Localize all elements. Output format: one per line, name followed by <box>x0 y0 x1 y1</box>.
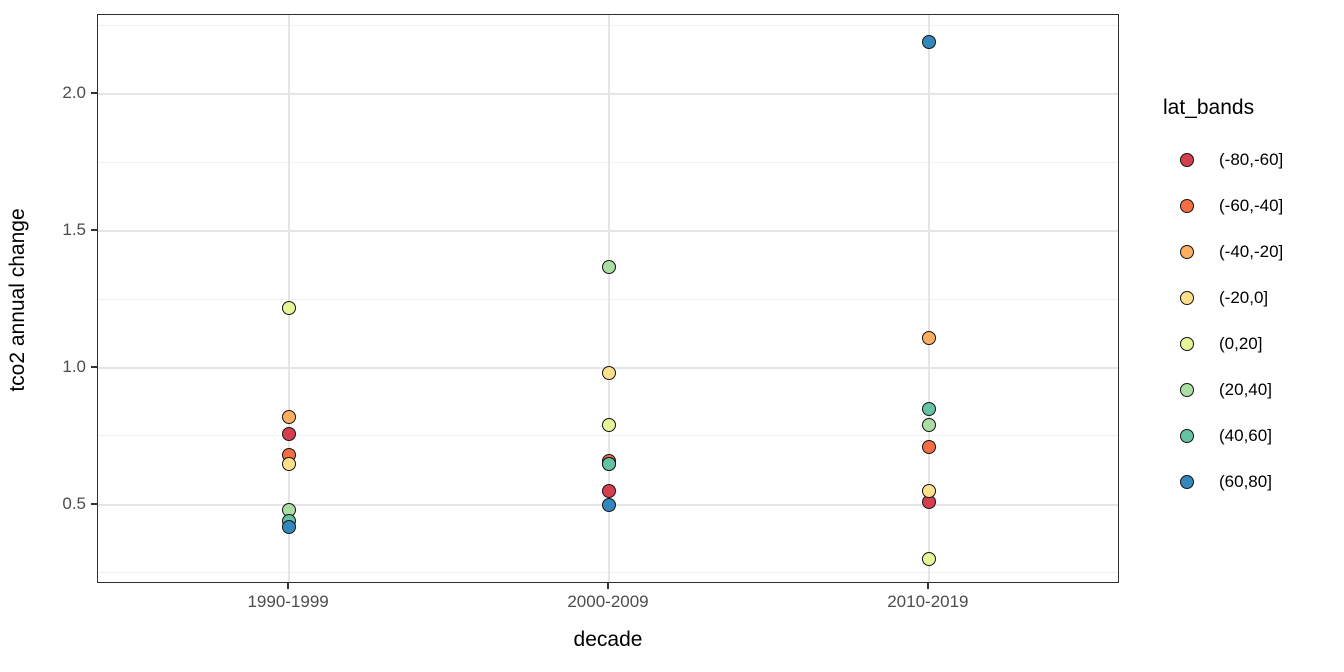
legend-item: (-40,-20] <box>1163 240 1283 264</box>
legend-item: (20,40] <box>1163 378 1272 402</box>
data-point <box>602 456 616 471</box>
legend-title: lat_bands <box>1163 96 1255 119</box>
data-point <box>282 410 297 425</box>
y-axis-tick-label: 2.0 <box>62 83 86 103</box>
legend-item-label: (-60,-40] <box>1219 196 1284 215</box>
data-point <box>921 483 936 498</box>
data-point <box>602 483 616 498</box>
legend-key-icon <box>1180 199 1194 213</box>
data-point <box>921 552 936 567</box>
data-point <box>282 300 297 315</box>
legend-key-icon <box>1180 337 1194 351</box>
legend-item-label: (-40,-20] <box>1219 242 1284 261</box>
data-point <box>602 366 616 381</box>
legend-item-label: (-80,-60] <box>1219 150 1284 169</box>
x-gridline-major <box>927 15 930 582</box>
data-point <box>921 35 936 50</box>
data-point <box>282 426 297 441</box>
y-axis-tick-label: 0.5 <box>62 493 86 513</box>
y-axis-tick-label: 1.0 <box>62 356 86 376</box>
legend-key-icon <box>1180 153 1194 167</box>
legend-item: (-80,-60] <box>1163 148 1283 172</box>
data-point <box>921 418 936 433</box>
data-point <box>602 497 616 512</box>
x-axis-tick <box>287 583 290 589</box>
legend-key-icon <box>1180 383 1194 397</box>
legend-item: (40,60] <box>1163 424 1272 448</box>
x-gridline-major <box>288 15 291 582</box>
data-point <box>282 456 297 471</box>
legend-item-label: (-20,0] <box>1219 288 1269 307</box>
x-axis-tick <box>607 583 609 589</box>
data-point <box>921 330 936 345</box>
legend-item: (-60,-40] <box>1163 194 1283 218</box>
legend-item-label: (60,80] <box>1219 472 1272 491</box>
legend-item: (-20,0] <box>1163 286 1268 310</box>
data-point <box>921 401 936 416</box>
x-axis-title: decade <box>573 628 643 651</box>
x-axis-tick-label: 2010-2019 <box>887 592 969 611</box>
legend-item-label: (40,60] <box>1219 426 1272 445</box>
x-axis-tick-label: 2000-2009 <box>567 592 649 611</box>
data-point <box>921 440 936 455</box>
plot-panel <box>97 14 1119 583</box>
y-axis-tick-label: 1.5 <box>62 220 86 240</box>
legend-key-icon <box>1180 475 1194 489</box>
legend-item: (60,80] <box>1163 470 1272 494</box>
legend-key-icon <box>1180 291 1194 305</box>
legend-key-icon <box>1180 429 1194 443</box>
data-point <box>602 259 616 274</box>
legend-key-icon <box>1180 245 1194 259</box>
x-axis-tick <box>926 583 929 589</box>
legend-item-label: (20,40] <box>1219 380 1272 399</box>
legend-item-label: (0,20] <box>1219 334 1263 353</box>
data-point <box>602 418 616 433</box>
legend-item: (0,20] <box>1163 332 1262 356</box>
data-point <box>282 519 297 534</box>
x-gridline-major <box>608 15 610 582</box>
y-axis-title: tco2 annual change <box>6 208 29 392</box>
x-axis-tick-label: 1990-1999 <box>247 592 329 611</box>
